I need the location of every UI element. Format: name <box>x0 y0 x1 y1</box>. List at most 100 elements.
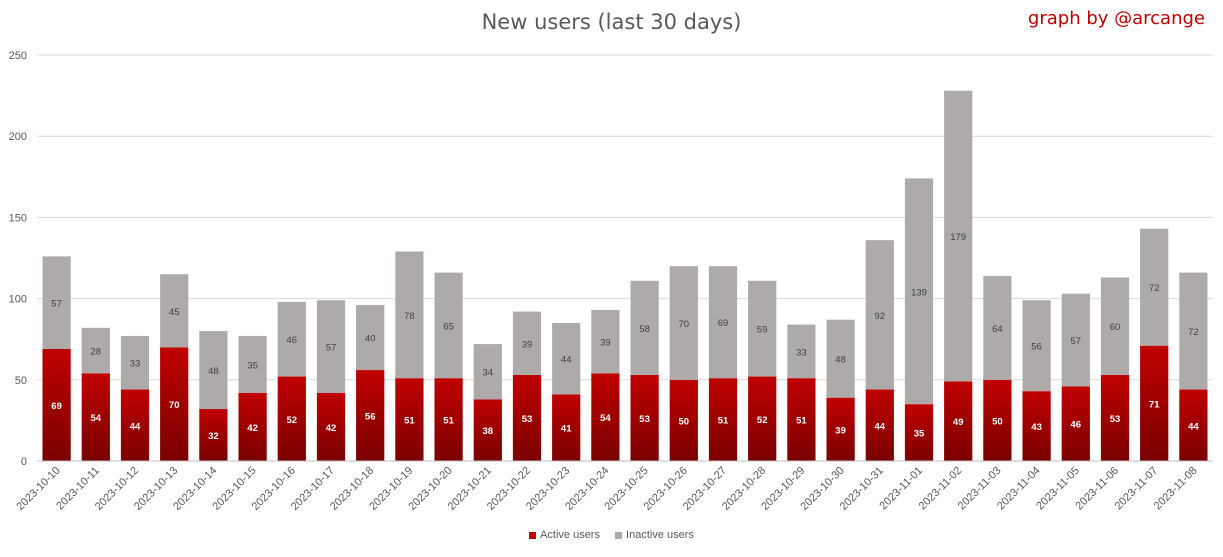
data-label-inactive: 58 <box>639 324 650 335</box>
bar-active <box>316 392 346 461</box>
data-label-active: 49 <box>953 417 964 428</box>
data-label-active: 51 <box>443 416 454 427</box>
bar-inactive <box>591 309 620 374</box>
data-label-active: 44 <box>130 421 141 432</box>
data-label-active: 70 <box>169 400 180 411</box>
bar-active <box>826 397 855 461</box>
bar-inactive <box>395 251 424 379</box>
bar-inactive <box>904 178 934 405</box>
legend-swatch-active <box>529 531 537 539</box>
bar-active <box>1100 374 1130 461</box>
bar-active <box>591 373 620 461</box>
data-label-active: 71 <box>1149 399 1160 410</box>
bar-active <box>42 348 71 461</box>
data-label-inactive: 46 <box>287 335 298 346</box>
legend-label-active: Active users <box>540 529 600 541</box>
data-label-inactive: 48 <box>835 355 846 366</box>
data-label-inactive: 64 <box>992 324 1003 335</box>
data-label-active: 53 <box>639 414 650 425</box>
legend: Active users Inactive users <box>0 529 1223 542</box>
bar-active <box>983 379 1012 461</box>
bar-active <box>1140 345 1169 461</box>
data-label-inactive: 48 <box>208 366 219 377</box>
data-label-active: 44 <box>875 421 886 432</box>
bar-inactive <box>708 266 738 379</box>
bar-inactive <box>1179 272 1208 390</box>
bar-active <box>787 378 816 461</box>
data-label-inactive: 69 <box>718 318 729 329</box>
data-label-active: 51 <box>404 416 415 427</box>
bar-inactive <box>120 335 150 390</box>
bar-active <box>160 347 189 461</box>
data-label-active: 42 <box>326 423 337 434</box>
bar-inactive <box>787 324 816 379</box>
credit-label: graph by @arcange <box>1027 8 1205 29</box>
bar-active <box>434 378 463 461</box>
bar-inactive <box>512 311 542 375</box>
bar-inactive <box>748 280 777 377</box>
bar-active <box>81 373 110 461</box>
bar-active <box>630 374 659 461</box>
data-label-active: 51 <box>718 416 729 427</box>
data-label-active: 44 <box>1188 421 1199 432</box>
bar-inactive <box>1022 300 1051 392</box>
bar-inactive <box>160 274 189 348</box>
data-label-active: 43 <box>1031 422 1042 433</box>
bar-inactive <box>42 256 71 349</box>
bar-inactive <box>316 300 346 393</box>
data-label-active: 52 <box>757 415 768 426</box>
data-label-inactive: 59 <box>757 325 768 336</box>
bar-active <box>669 379 698 461</box>
y-tick-label: 0 <box>21 456 27 468</box>
data-label-inactive: 72 <box>1188 327 1199 338</box>
bar-active <box>904 404 934 461</box>
bar-inactive <box>1140 228 1169 346</box>
data-label-active: 46 <box>1071 420 1082 431</box>
data-label-inactive: 57 <box>51 299 62 310</box>
data-label-inactive: 57 <box>326 343 337 354</box>
data-label-inactive: 72 <box>1149 283 1160 294</box>
legend-item-inactive: Inactive users <box>615 529 694 541</box>
data-label-inactive: 33 <box>130 359 141 370</box>
data-label-active: 51 <box>796 416 807 427</box>
data-label-inactive: 35 <box>247 360 258 371</box>
bar-inactive <box>1100 277 1130 375</box>
data-label-active: 54 <box>91 413 102 424</box>
bar-inactive <box>81 327 110 374</box>
bar-active <box>552 394 581 461</box>
y-tick-label: 100 <box>9 294 27 306</box>
bar-inactive <box>199 331 228 410</box>
bar-inactive <box>552 322 581 395</box>
data-label-inactive: 92 <box>875 311 886 322</box>
bar-inactive <box>826 319 855 398</box>
data-label-active: 50 <box>992 416 1003 427</box>
bar-active <box>356 370 385 461</box>
data-label-inactive: 40 <box>365 334 376 345</box>
data-label-inactive: 33 <box>796 347 807 358</box>
data-label-active: 50 <box>679 416 690 427</box>
data-label-inactive: 56 <box>1031 342 1042 353</box>
legend-swatch-inactive <box>615 531 623 539</box>
bar-inactive <box>356 305 385 371</box>
bar-inactive <box>238 335 267 393</box>
y-tick-label: 150 <box>9 212 27 224</box>
bar-active <box>748 376 777 461</box>
data-label-active: 38 <box>483 426 494 437</box>
bar-inactive <box>473 344 502 400</box>
data-label-inactive: 39 <box>522 339 533 350</box>
bar-active <box>708 378 738 461</box>
bar-active <box>473 399 502 461</box>
bar-inactive <box>630 280 659 375</box>
legend-label-inactive: Inactive users <box>626 529 694 541</box>
data-label-active: 53 <box>1110 414 1121 425</box>
bar-inactive <box>983 275 1012 380</box>
data-label-inactive: 39 <box>600 338 611 349</box>
data-label-inactive: 65 <box>443 321 454 332</box>
bar-active <box>238 392 267 461</box>
bar-active <box>1022 391 1051 461</box>
bar-active <box>1061 386 1090 461</box>
data-label-active: 41 <box>561 424 572 435</box>
data-label-inactive: 34 <box>483 368 494 379</box>
